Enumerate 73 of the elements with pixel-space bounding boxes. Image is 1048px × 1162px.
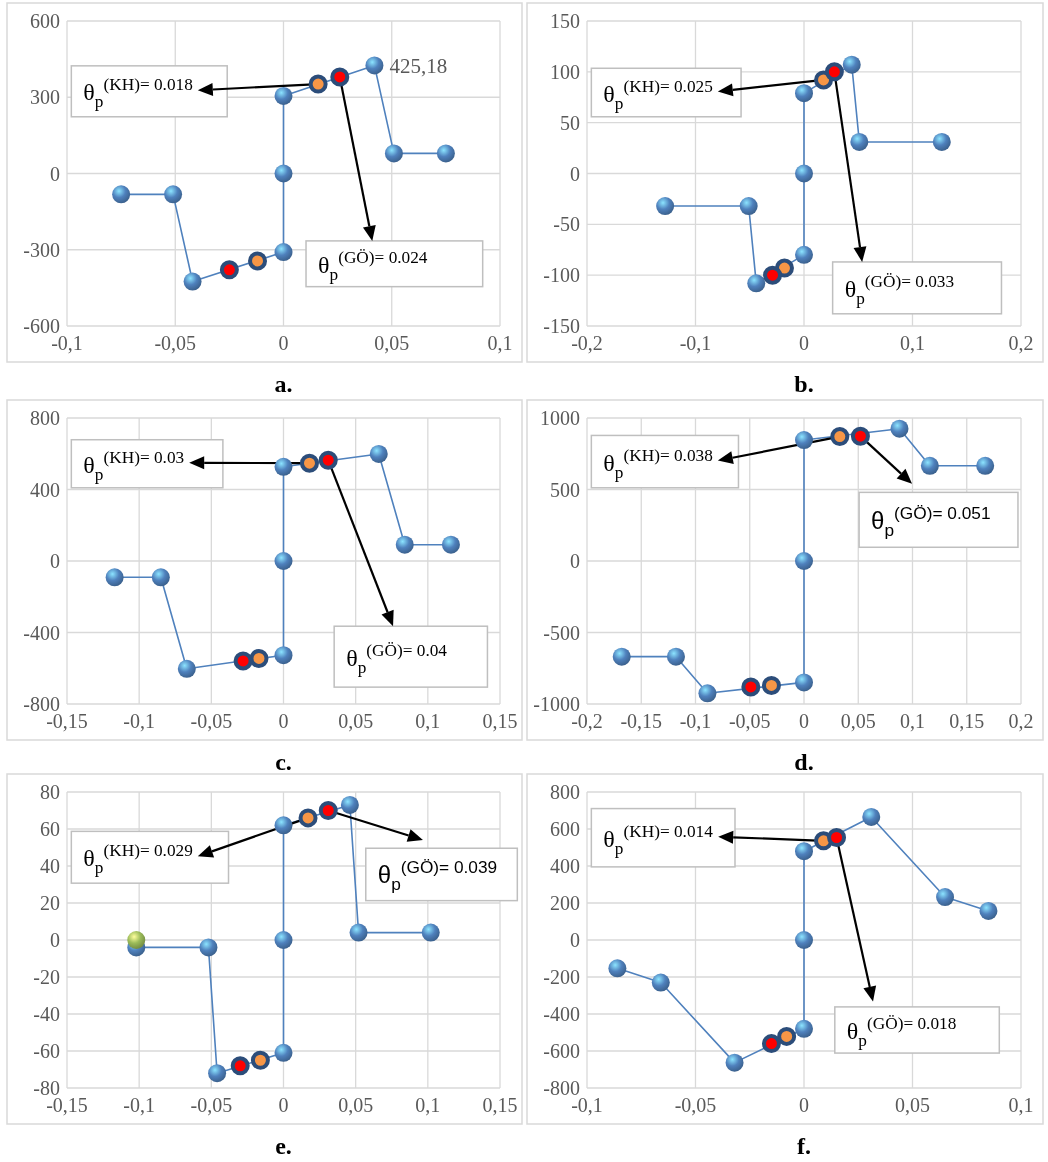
x-tick-label: 0,1	[487, 332, 513, 354]
y-tick-label: 150	[550, 10, 580, 32]
x-tick-label: 0	[278, 710, 289, 732]
x-tick-label: 0,15	[949, 710, 985, 732]
x-tick-label: -0,1	[123, 1094, 155, 1116]
x-tick-label: 0	[799, 710, 809, 732]
y-tick-label: -400	[23, 621, 60, 644]
y-tick-label: 500	[550, 478, 580, 501]
x-tick-label: -0,05	[154, 332, 197, 354]
x-tick-label: -0,05	[674, 1094, 717, 1116]
y-tick-label: 0	[570, 929, 580, 951]
x-tick-label: 0,05	[374, 332, 410, 354]
x-tick-label: 0	[799, 332, 809, 354]
y-tick-label: 300	[30, 86, 60, 109]
x-tick-label: 0,1	[900, 332, 925, 354]
y-tick-label: -20	[33, 966, 60, 988]
y-tick-label: 20	[40, 892, 60, 914]
text: e.	[275, 1133, 292, 1159]
y-tick-label: -50	[553, 213, 580, 236]
x-tick-label: -0,15	[620, 710, 663, 732]
x-tick-label: 0,2	[1008, 710, 1034, 732]
x-tick-label: 0,05	[895, 1094, 930, 1116]
x-tick-label: 0,05	[338, 710, 374, 732]
y-tick-label: 100	[550, 60, 580, 83]
text: f.	[797, 1133, 811, 1159]
y-tick-label: 400	[30, 478, 60, 501]
x-tick-label: -0,05	[728, 710, 771, 732]
y-tick-label: 0	[50, 162, 60, 185]
y-tick-label: 50	[560, 111, 580, 134]
x-tick-label: -0,1	[123, 710, 155, 732]
x-tick-label: 0,1	[900, 710, 925, 732]
text: a.	[274, 371, 293, 397]
x-tick-label: 0,1	[415, 710, 441, 732]
y-tick-label: 200	[550, 892, 580, 914]
x-tick-label: -0,05	[190, 1094, 233, 1116]
y-tick-label: 0	[570, 162, 580, 185]
y-tick-label: 0	[50, 550, 60, 572]
x-tick-label: -0,05	[190, 710, 233, 732]
x-tick-label: 0,05	[840, 710, 876, 732]
x-tick-label: 0	[799, 1094, 809, 1116]
y-tick-label: -400	[543, 1003, 580, 1025]
x-tick-label: 0,15	[482, 710, 518, 732]
x-tick-label: -0,1	[679, 332, 712, 354]
y-tick-label: 800	[30, 407, 60, 429]
y-tick-label: -200	[543, 966, 580, 988]
y-tick-label: 40	[40, 855, 60, 877]
y-tick-label: 0	[50, 929, 60, 951]
text: b.	[794, 371, 814, 397]
y-tick-label: 800	[550, 781, 580, 803]
x-tick-label: 0	[278, 332, 289, 354]
y-tick-label: 60	[40, 818, 60, 840]
x-tick-label: 0,1	[1008, 1094, 1034, 1116]
y-tick-label: -500	[543, 621, 580, 644]
x-tick-label: 0,15	[482, 1094, 518, 1116]
y-tick-label: 1000	[540, 407, 580, 429]
x-tick-label: 0,1	[415, 1094, 441, 1116]
y-tick-label: 600	[550, 818, 580, 840]
y-tick-label: -40	[33, 1003, 60, 1025]
x-tick-label: 0	[278, 1094, 289, 1116]
x-tick-label: 0,2	[1008, 332, 1034, 354]
text: d.	[794, 749, 814, 775]
x-tick-label: -0,1	[679, 710, 712, 732]
x-tick-label: 0,05	[338, 1094, 374, 1116]
data-label: 425,18	[389, 53, 448, 78]
y-tick-label: 600	[30, 10, 60, 32]
y-tick-label: 400	[550, 855, 580, 877]
text: c.	[275, 749, 292, 775]
y-tick-label: -600	[543, 1040, 580, 1062]
y-tick-label: 80	[40, 781, 60, 803]
y-tick-label: -300	[23, 238, 60, 261]
y-tick-label: -60	[33, 1040, 60, 1062]
y-tick-label: -100	[543, 264, 580, 287]
y-tick-label: 0	[570, 550, 580, 572]
